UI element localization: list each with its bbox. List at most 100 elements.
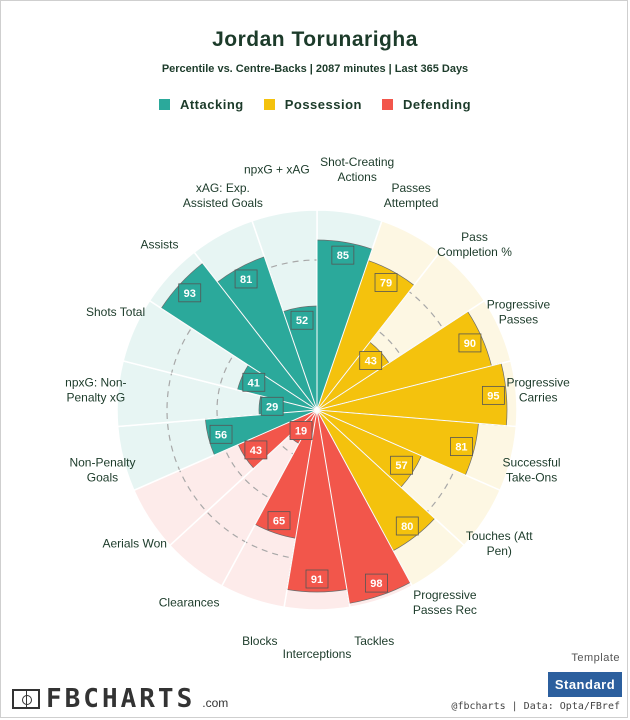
value-label-box	[450, 437, 473, 456]
value-label: 81	[450, 437, 473, 456]
metric-label-line: Pass	[461, 230, 488, 244]
value-label-box	[260, 396, 284, 416]
metric-label: Touches (Att Pen)	[466, 529, 533, 558]
metric-label-line: Completion %	[437, 245, 512, 259]
metric-label-line: Carries	[519, 390, 558, 404]
spoke-line	[149, 300, 318, 411]
template-label: Template	[571, 652, 620, 664]
spoke-line	[316, 409, 413, 587]
value-label: 43	[359, 351, 383, 370]
chart-title: Jordan Torunarigha	[212, 28, 418, 51]
value-label: 52	[290, 310, 314, 330]
value-label-text: 91	[311, 574, 323, 586]
metric-label: Non-Penalty Goals	[69, 455, 135, 484]
value-label-text: 43	[250, 445, 262, 457]
metric-label-line: Goals	[87, 470, 118, 484]
metric-label-line: Shot-Creating	[320, 155, 394, 169]
value-label-box	[359, 351, 383, 370]
value-label-box	[234, 269, 258, 289]
spoke-line	[316, 251, 441, 411]
data-credit: @fbcharts | Data: Opta/FBref	[451, 701, 620, 712]
value-label-text: 43	[365, 356, 377, 368]
metric-label-line: Assisted Goals	[183, 196, 263, 210]
metric-label-line: Aerials Won	[102, 536, 166, 550]
spoke-line	[316, 300, 485, 411]
template-standard-button[interactable]: Standard	[548, 672, 622, 697]
value-label-text: 80	[401, 521, 413, 533]
value-label: 65	[267, 511, 291, 531]
metric-label-line: Passes Rec	[413, 603, 477, 617]
brand-suffix: .com	[202, 696, 229, 710]
spoke-line	[251, 220, 318, 411]
legend-item-possession: Possession	[263, 97, 362, 112]
value-label-text: 93	[184, 288, 196, 300]
value-label-text: 29	[266, 401, 278, 413]
value-label-text: 81	[240, 274, 252, 286]
value-label-box	[289, 421, 313, 440]
legend-label-defending: Defending	[402, 97, 472, 112]
metric-label: xAG: Exp. Assisted Goals	[183, 181, 263, 210]
metric-label-line: Assists	[140, 238, 178, 252]
value-label-box	[290, 310, 314, 330]
metric-label: Progressive Carries	[506, 375, 570, 404]
value-label: 93	[178, 283, 202, 303]
legend-item-attacking: Attacking	[158, 97, 244, 112]
value-label-box	[374, 273, 398, 292]
value-label-box	[267, 511, 291, 531]
metric-label: Blocks	[242, 634, 277, 648]
legend-label-attacking: Attacking	[179, 97, 244, 112]
chart-subtitle: Percentile vs. Centre-Backs | 2087 minut…	[161, 63, 469, 75]
metric-label: Pass Completion %	[437, 230, 512, 259]
spoke-line	[117, 409, 318, 428]
legend-swatch-possession	[263, 99, 275, 110]
value-label-text: 56	[215, 429, 227, 441]
value-label-box	[178, 283, 202, 303]
value-label: 19	[289, 421, 313, 440]
spoke-line	[316, 360, 512, 411]
value-label-box	[390, 455, 413, 475]
value-label: 43	[244, 440, 268, 460]
spoke-line	[316, 220, 383, 411]
value-label-text: 90	[464, 338, 476, 350]
metric-label-line: Non-Penalty	[69, 455, 135, 469]
metric-label-line: Passes	[391, 181, 430, 195]
value-label: 81	[234, 269, 258, 289]
value-label-text: 57	[395, 460, 407, 472]
metric-label: Tackles	[354, 634, 394, 648]
value-label-text: 81	[455, 442, 467, 454]
value-label: 57	[390, 455, 413, 475]
metric-label: npxG: Non-Penalty xG	[65, 375, 126, 404]
metric-label: Interceptions	[283, 647, 352, 661]
metric-label-line: xAG: Exp.	[196, 181, 250, 195]
brand-name: FBCHARTS	[46, 684, 196, 714]
metric-label: Clearances	[159, 596, 220, 610]
legend: Attacking Possession Defending	[0, 97, 630, 112]
value-label-box	[305, 569, 329, 589]
pitch-icon	[12, 689, 40, 709]
metric-label-line: Blocks	[242, 634, 277, 648]
metric-label: npxG + xAG	[244, 162, 310, 176]
value-label-box	[209, 424, 233, 444]
value-label: 79	[374, 273, 398, 292]
spoke-line	[122, 360, 318, 411]
value-label-box	[244, 440, 268, 460]
metric-label-line: Progressive	[487, 297, 551, 311]
value-label: 56	[209, 424, 233, 444]
value-label-box	[242, 372, 266, 392]
value-label: 90	[458, 333, 482, 353]
metric-label-line: Take-Ons	[506, 470, 557, 484]
value-label-text: 98	[370, 578, 382, 590]
metric-label: Progressive Passes	[487, 297, 551, 326]
metric-label-line: Progressive	[413, 588, 477, 602]
spoke-line	[133, 409, 318, 491]
value-label: 98	[365, 573, 388, 593]
value-label: 29	[260, 396, 284, 416]
value-label: 80	[395, 516, 419, 536]
value-label-text: 85	[337, 250, 349, 262]
value-label-box	[365, 573, 388, 593]
metric-label: Passes Attempted	[384, 181, 439, 210]
metric-label-line: Touches (Att	[466, 529, 533, 543]
metric-label: Shots Total	[86, 305, 145, 319]
metric-label: Progressive Passes Rec	[413, 588, 477, 617]
